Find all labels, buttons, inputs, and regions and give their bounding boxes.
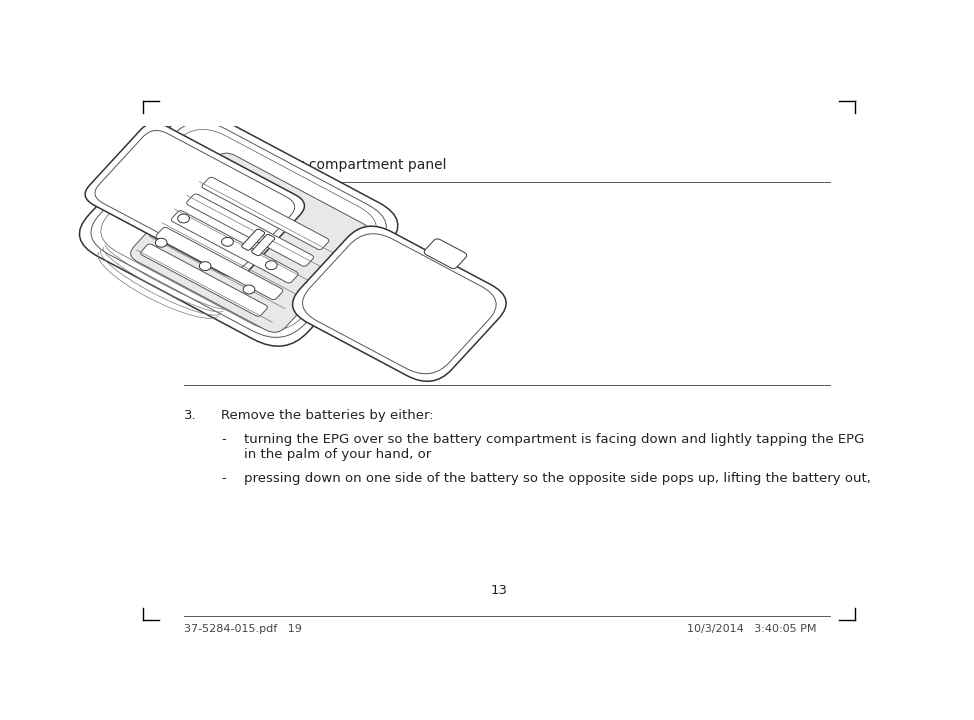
Text: turning the EPG over so the battery compartment is facing down and lightly tappi: turning the EPG over so the battery comp… (244, 433, 864, 446)
FancyBboxPatch shape (131, 153, 370, 333)
Circle shape (200, 261, 211, 271)
FancyBboxPatch shape (85, 123, 305, 277)
Text: 37-5284-015.pdf   19: 37-5284-015.pdf 19 (184, 624, 302, 634)
FancyBboxPatch shape (100, 130, 377, 330)
Circle shape (266, 261, 278, 269)
FancyBboxPatch shape (156, 228, 282, 300)
Circle shape (244, 285, 255, 294)
Circle shape (156, 238, 168, 247)
FancyBboxPatch shape (303, 234, 496, 374)
Text: 10/3/2014   3:40:05 PM: 10/3/2014 3:40:05 PM (687, 624, 816, 634)
Text: in the palm of your hand, or: in the palm of your hand, or (244, 448, 431, 461)
FancyBboxPatch shape (94, 130, 295, 269)
Text: 3.: 3. (184, 409, 197, 422)
FancyBboxPatch shape (424, 239, 467, 269)
FancyBboxPatch shape (251, 235, 275, 256)
Ellipse shape (140, 158, 156, 169)
Circle shape (222, 238, 234, 246)
Text: -: - (221, 433, 226, 446)
Ellipse shape (129, 170, 145, 181)
FancyBboxPatch shape (140, 244, 268, 316)
Text: 13: 13 (491, 585, 507, 598)
Text: Remove the batteries by either:: Remove the batteries by either: (221, 409, 434, 422)
FancyBboxPatch shape (242, 229, 265, 251)
FancyBboxPatch shape (171, 211, 298, 283)
Text: Figure 3.  Battery compartment panel: Figure 3. Battery compartment panel (184, 158, 446, 172)
Circle shape (177, 214, 189, 223)
Text: -: - (221, 472, 226, 485)
Ellipse shape (118, 182, 133, 193)
Text: pressing down on one side of the battery so the opposite side pops up, lifting t: pressing down on one side of the battery… (244, 472, 871, 485)
FancyBboxPatch shape (202, 177, 329, 250)
FancyBboxPatch shape (80, 113, 397, 346)
FancyBboxPatch shape (187, 194, 314, 266)
FancyBboxPatch shape (292, 226, 506, 382)
FancyBboxPatch shape (91, 122, 387, 338)
